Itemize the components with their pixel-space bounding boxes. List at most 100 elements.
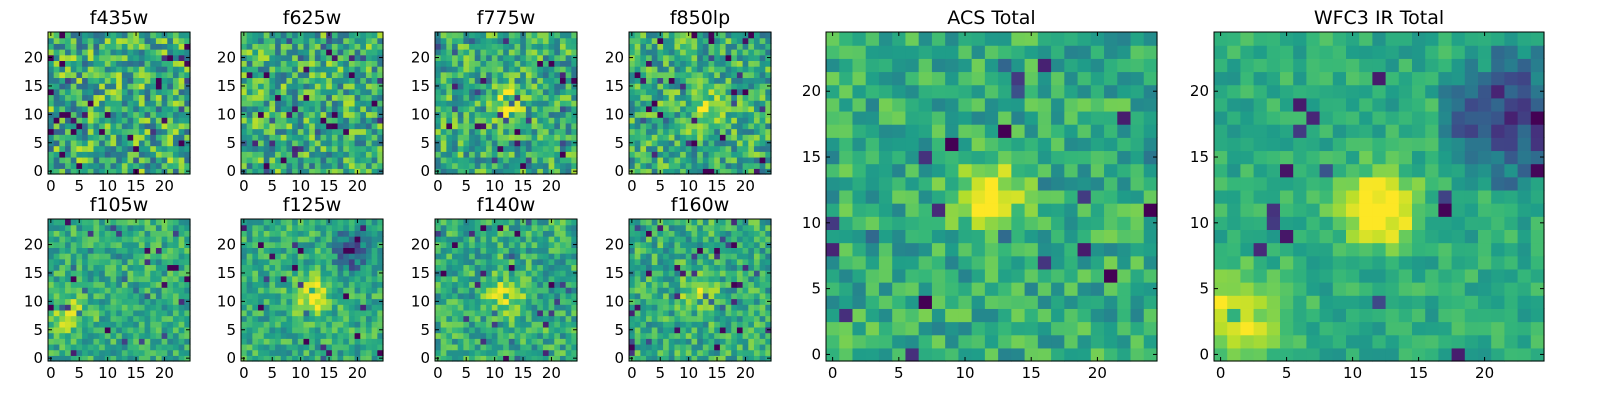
heatmap-cell: [116, 139, 123, 147]
heatmap-cell: [269, 122, 276, 130]
heatmap-cell: [337, 258, 344, 266]
heatmap-cell: [486, 139, 493, 147]
heatmap-cell: [331, 298, 339, 305]
heatmap-cell: [150, 139, 157, 147]
heatmap-cell: [246, 332, 253, 339]
heatmap-cell: [275, 241, 282, 248]
heatmap-cell: [360, 241, 367, 248]
heatmap-cell: [435, 77, 442, 84]
heatmap-cell: [725, 49, 732, 56]
heatmap-cell: [70, 275, 77, 283]
heatmap-cell: [497, 168, 504, 175]
heatmap-cell: [719, 298, 727, 305]
heatmap-cell: [150, 304, 157, 311]
heatmap-cell: [269, 111, 276, 118]
heatmap-cell: [668, 105, 676, 113]
heatmap-cell: [497, 332, 504, 339]
heatmap-cell: [651, 83, 658, 90]
heatmap-cell: [297, 326, 305, 334]
heatmap-cell: [263, 326, 270, 334]
heatmap-cell: [172, 292, 180, 300]
heatmap-cell: [674, 145, 681, 152]
heatmap-cell: [634, 355, 641, 362]
heatmap-cell: [377, 236, 384, 243]
heatmap-cell: [571, 37, 578, 44]
heatmap-cell: [82, 247, 89, 254]
heatmap-cell: [469, 253, 476, 260]
heatmap-cell: [252, 338, 259, 345]
heatmap-cell: [565, 145, 572, 152]
heatmap-cell: [565, 292, 572, 300]
heatmap-cell: [275, 94, 282, 101]
heatmap-cell: [663, 54, 670, 61]
heatmap-cell: [99, 71, 106, 79]
heatmap-cell: [736, 162, 744, 169]
heatmap-cell: [59, 43, 66, 50]
heatmap-cell: [537, 88, 544, 96]
heatmap-cell: [657, 145, 664, 152]
heatmap-cell: [48, 264, 55, 271]
heatmap-cell: [736, 287, 744, 294]
heatmap-cell: [309, 88, 316, 96]
heatmap-cell: [497, 292, 504, 300]
heatmap-cell: [133, 151, 140, 158]
heatmap-cell: [440, 77, 447, 84]
heatmap-cell: [348, 168, 356, 175]
heatmap-cell: [674, 77, 681, 84]
heatmap-cell: [360, 100, 367, 107]
heatmap-cell: [76, 332, 83, 339]
heatmap-cell: [286, 117, 293, 124]
heatmap-cell: [435, 230, 442, 237]
heatmap-cell: [172, 128, 180, 135]
heatmap-cell: [531, 230, 538, 237]
heatmap-cell: [280, 54, 288, 61]
heatmap-cell: [748, 128, 755, 135]
heatmap-cell: [435, 122, 442, 130]
heatmap-cell: [435, 281, 442, 288]
heatmap-cell: [53, 326, 60, 334]
heatmap-cell: [167, 241, 174, 248]
heatmap-cell: [275, 111, 282, 118]
heatmap-cell: [65, 71, 72, 79]
heatmap-cell: [309, 236, 316, 243]
heatmap-cell: [657, 326, 664, 334]
heatmap-cell: [731, 151, 738, 158]
heatmap-cell: [725, 162, 732, 169]
heatmap-cell: [82, 100, 89, 107]
heatmap-cell: [263, 236, 270, 243]
heatmap-cell: [292, 105, 299, 113]
heatmap-cell: [640, 49, 647, 56]
heatmap-cell: [303, 139, 310, 147]
heatmap-cell: [150, 66, 157, 73]
heatmap-cell: [252, 292, 259, 300]
heatmap-cell: [565, 162, 572, 169]
heatmap-cell: [463, 349, 470, 356]
heatmap-cell: [759, 37, 766, 44]
heatmap-cell: [348, 270, 356, 277]
heatmap-cell: [178, 326, 185, 334]
heatmap-cell: [548, 281, 555, 288]
heatmap-cell: [548, 122, 555, 130]
heatmap-cell: [269, 43, 276, 50]
heatmap-cell: [697, 139, 704, 147]
heatmap-cell: [87, 315, 95, 322]
heatmap-cell: [286, 270, 293, 277]
heatmap-cell: [486, 43, 493, 50]
heatmap-cell: [275, 88, 282, 96]
heatmap-cell: [371, 332, 378, 339]
heatmap-cell: [514, 247, 521, 254]
heatmap-cell: [542, 349, 550, 356]
heatmap-cell: [508, 292, 516, 300]
heatmap-cell: [542, 338, 550, 345]
heatmap-cell: [651, 128, 658, 135]
heatmap-cell: [680, 321, 687, 328]
heatmap-cell: [297, 332, 305, 339]
heatmap-cell: [365, 156, 373, 164]
heatmap-cell: [457, 43, 464, 50]
heatmap-cell: [246, 326, 253, 334]
heatmap-cell: [691, 315, 698, 322]
heatmap-cell: [377, 151, 384, 158]
heatmap-cell: [759, 162, 766, 169]
heatmap-cell: [360, 292, 367, 300]
heatmap-cell: [246, 321, 253, 328]
